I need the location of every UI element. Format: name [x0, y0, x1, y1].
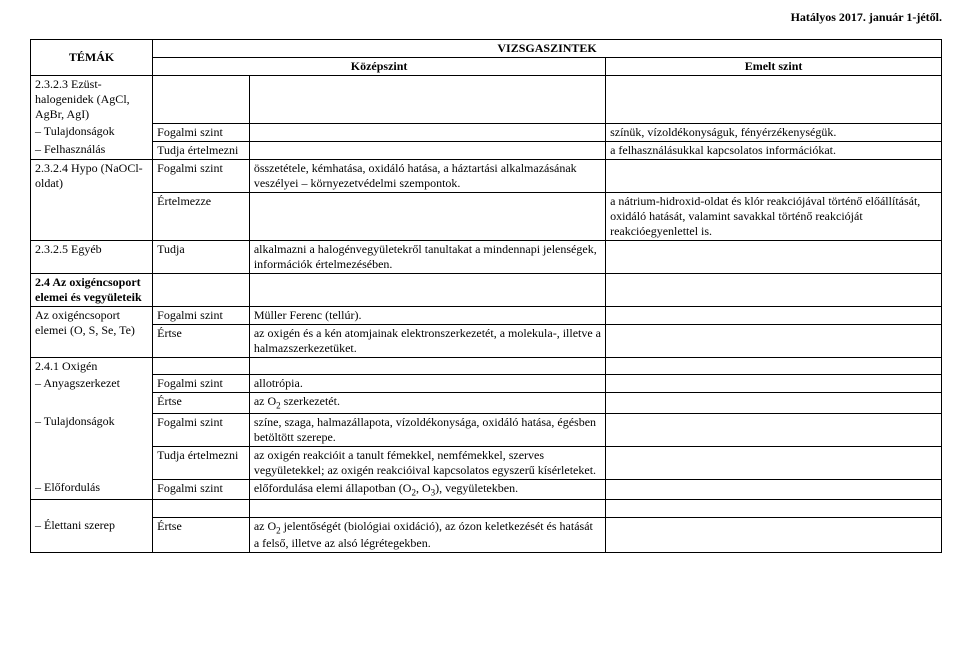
- cell-empty: [606, 324, 942, 357]
- emelt-content: színük, vízoldékonyságuk, fényérzékenysé…: [606, 123, 942, 141]
- topic-2323: 2.3.2.3 Ezüst-halogenidek (AgCl, AgBr, A…: [31, 76, 153, 124]
- header-temak: TÉMÁK: [31, 40, 153, 76]
- level-fogalmi: Fogalmi szint: [153, 306, 250, 324]
- level-ertse: Értse: [153, 393, 250, 414]
- kozep-content: összetétele, kémhatása, oxidáló hatása, …: [249, 159, 605, 192]
- subtopic-felhasznalas: – Felhasználás: [31, 141, 153, 159]
- level-fogalmi: Fogalmi szint: [153, 479, 250, 500]
- topic-oxigencsoport-elemei: Az oxigéncsoport elemei (O, S, Se, Te): [31, 306, 153, 357]
- cell-empty: [153, 273, 250, 306]
- topic-2324-hypo: 2.3.2.4 Hypo (NaOCl-oldat): [31, 159, 153, 240]
- curriculum-table: TÉMÁK VIZSGASZINTEK Középszint Emelt szi…: [30, 39, 942, 553]
- cell-empty: [249, 123, 605, 141]
- cell-empty: [249, 500, 605, 518]
- cell-empty: [249, 76, 605, 124]
- kozep-content: az oxigén reakcióit a tanult fémekkel, n…: [249, 446, 605, 479]
- cell-empty: [606, 273, 942, 306]
- cell-empty: [606, 446, 942, 479]
- cell-empty: [606, 375, 942, 393]
- cell-empty: [249, 273, 605, 306]
- kozep-content: alkalmazni a halogénvegyületekről tanult…: [249, 240, 605, 273]
- emelt-content: a felhasználásukkal kapcsolatos informác…: [606, 141, 942, 159]
- cell-empty: [31, 500, 153, 518]
- kozep-content-o2-szerk: az O2 szerkezetét.: [249, 393, 605, 414]
- subtopic-tulajdonsagok-oxigen: – Tulajdonságok: [31, 413, 153, 479]
- cell-empty: [606, 479, 942, 500]
- effective-date-note: Hatályos 2017. január 1-jétől.: [30, 10, 942, 25]
- topic-241-oxigen: 2.4.1 Oxigén: [31, 357, 153, 375]
- level-ertse: Értse: [153, 324, 250, 357]
- level-fogalmi: Fogalmi szint: [153, 375, 250, 393]
- level-tudja-ertelmezni: Tudja értelmezni: [153, 141, 250, 159]
- cell-empty: [606, 393, 942, 414]
- cell-empty: [606, 76, 942, 124]
- level-tudja-ertelmezni: Tudja értelmezni: [153, 446, 250, 479]
- subtopic-elofordulas: – Előfordulás: [31, 479, 153, 500]
- emelt-content: a nátrium-hidroxid-oldat és klór reakció…: [606, 192, 942, 240]
- cell-empty: [249, 357, 605, 375]
- topic-24-oxigencsoport: 2.4 Az oxigéncsoport elemei és vegyülete…: [31, 273, 153, 306]
- kozep-content-elettani: az O2 jelentőségét (biológiai oxidáció),…: [249, 517, 605, 553]
- cell-empty: [249, 141, 605, 159]
- subtopic-tulajdonsagok: – Tulajdonságok: [31, 123, 153, 141]
- level-ertse: Értse: [153, 517, 250, 553]
- kozep-content-elofordulas: előfordulása elemi állapotban (O2, O3), …: [249, 479, 605, 500]
- cell-empty: [606, 240, 942, 273]
- level-fogalmi: Fogalmi szint: [153, 413, 250, 446]
- level-fogalmi: Fogalmi szint: [153, 159, 250, 192]
- cell-empty: [606, 357, 942, 375]
- kozep-content: Müller Ferenc (tellúr).: [249, 306, 605, 324]
- level-tudja: Tudja: [153, 240, 250, 273]
- topic-2325-egyeb: 2.3.2.5 Egyéb: [31, 240, 153, 273]
- cell-empty: [249, 192, 605, 240]
- cell-empty: [606, 517, 942, 553]
- kozep-content: allotrópia.: [249, 375, 605, 393]
- cell-empty: [606, 306, 942, 324]
- cell-empty: [153, 76, 250, 124]
- cell-empty: [153, 500, 250, 518]
- subtopic-elettani-szerep: – Élettani szerep: [31, 517, 153, 553]
- cell-empty: [153, 357, 250, 375]
- header-kozepszint: Középszint: [153, 58, 606, 76]
- header-emeltszint: Emelt szint: [606, 58, 942, 76]
- cell-empty: [606, 413, 942, 446]
- kozep-content: színe, szaga, halmazállapota, vízoldékon…: [249, 413, 605, 446]
- level-ertelmezze: Értelmezze: [153, 192, 250, 240]
- cell-empty: [606, 159, 942, 192]
- subtopic-anyagszerkezet: – Anyagszerkezet: [31, 375, 153, 414]
- level-fogalmi: Fogalmi szint: [153, 123, 250, 141]
- cell-empty: [606, 500, 942, 518]
- kozep-content: az oxigén és a kén atomjainak elektronsz…: [249, 324, 605, 357]
- header-vizsgaszintek: VIZSGASZINTEK: [153, 40, 942, 58]
